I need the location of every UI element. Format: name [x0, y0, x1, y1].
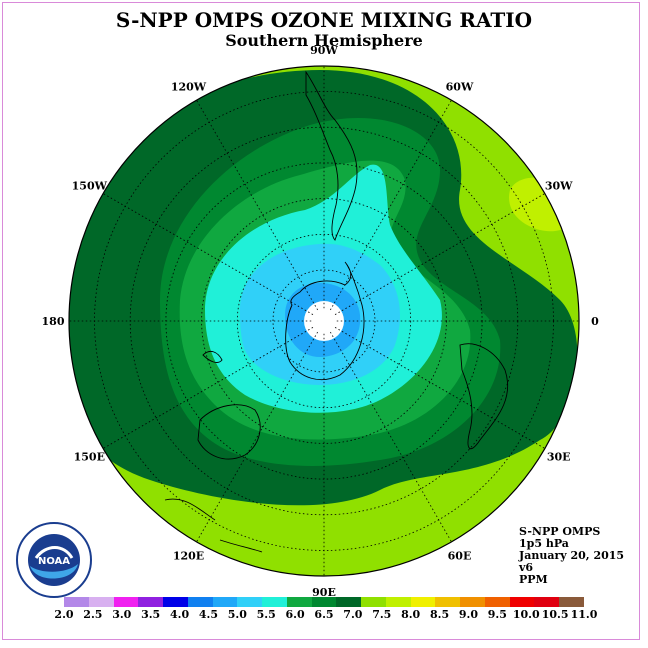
coastline-antarctica: [285, 261, 365, 380]
longitude-label: 60E: [448, 550, 472, 563]
colorbar-tick-label: 11.0: [570, 608, 598, 621]
coastline-south-america: [305, 70, 358, 241]
meridian-line: [334, 193, 546, 315]
colorbar-tick-label: 10.0: [512, 608, 540, 621]
logo-text: NOAA: [38, 556, 70, 567]
coastlines: [164, 70, 509, 553]
longitude-label: 120E: [173, 550, 204, 563]
info-satellite: S-NPP OMPS: [519, 525, 601, 538]
colorbar-tick-label: 8.5: [429, 608, 450, 621]
coastline-indonesia: [164, 498, 263, 553]
map-title: S-NPP OMPS OZONE MIXING RATIO: [115, 8, 533, 32]
colorbar-swatch: [484, 597, 511, 607]
graticule: [69, 66, 579, 576]
colorbar-tick-label: 2.0: [54, 608, 74, 621]
colorbar-swatch: [163, 597, 189, 607]
colorbar-swatch: [361, 597, 387, 607]
colorbar-swatch: [509, 597, 535, 607]
colorbar-tick-label: 9.0: [458, 608, 478, 621]
map-subtitle: Southern Hemisphere: [225, 31, 423, 50]
meridian-line: [330, 331, 452, 543]
colorbar-tick-label: 2.5: [83, 608, 103, 621]
colorbar-tick-label: 5.0: [227, 608, 247, 621]
info-version: v6: [519, 561, 534, 574]
colorbar: [64, 597, 585, 607]
colorbar-swatch: [138, 597, 164, 607]
longitude-label: 150W: [72, 180, 108, 193]
latitude-circle: [236, 233, 412, 409]
colorbar-tick-label: 6.0: [285, 608, 305, 621]
colorbar-tick-label: 9.5: [487, 608, 507, 621]
figure-frame: [2, 2, 640, 640]
longitude-label: 120W: [171, 80, 207, 93]
colorbar-swatch: [286, 597, 313, 607]
meridian-line: [102, 327, 314, 449]
coastline-australia: [197, 404, 261, 460]
colorbar-tick-label: 6.5: [314, 608, 334, 621]
info-date: January 20, 2015: [519, 549, 625, 562]
info-pressure: 1p5 hPa: [519, 537, 569, 550]
colorbar-tick-label: 8.0: [401, 608, 421, 621]
colorbar-swatch: [88, 597, 114, 607]
latitude-circle: [201, 198, 447, 444]
longitude-labels: 90W 60W 30W 0 30E 60E 90E 120E 150E 180 150W 120W: [42, 44, 600, 599]
colorbar-swatch: [460, 597, 486, 607]
longitude-label: 30E: [547, 451, 571, 464]
ozone-field: [69, 66, 579, 576]
coastline-africa: [459, 343, 509, 450]
noaa-logo: NOAA: [16, 522, 92, 598]
longitude-label: 30W: [545, 180, 573, 193]
polar-data-gap: [304, 301, 344, 341]
colorbar-tick-label: 7.0: [343, 608, 363, 621]
map-boundary: [68, 65, 580, 577]
colorbar-swatch: [336, 597, 362, 607]
longitude-label: 90E: [312, 586, 336, 599]
colorbar-swatch: [262, 597, 288, 607]
meridian-line: [102, 193, 314, 315]
longitude-label: 90W: [310, 44, 338, 57]
meridian-line: [334, 327, 546, 449]
meridian-line: [196, 331, 318, 543]
colorbar-tick-label: 3.0: [112, 608, 132, 621]
colorbar-tick-label: 4.0: [169, 608, 190, 621]
latitude-circle: [272, 269, 376, 373]
colorbar-swatch: [559, 597, 585, 607]
longitude-label: 60W: [446, 80, 474, 93]
info-units: PPM: [519, 573, 548, 586]
colorbar-swatch: [410, 597, 436, 607]
meridian-line: [196, 99, 318, 311]
colorbar-swatch: [237, 597, 263, 607]
longitude-label: 180: [42, 315, 65, 328]
longitude-label: 0: [591, 315, 599, 328]
colorbar-swatch: [113, 597, 139, 607]
colorbar-tick-label: 3.5: [141, 608, 161, 621]
colorbar-swatch: [435, 597, 461, 607]
colorbar-tick-label: 7.5: [372, 608, 392, 621]
colorbar-tick-label: 5.5: [256, 608, 276, 621]
colorbar-tick-label: 4.5: [198, 608, 218, 621]
longitude-label: 150E: [74, 451, 105, 464]
colorbar-swatch: [187, 597, 214, 607]
colorbar-swatch: [385, 597, 412, 607]
coastline-new-zealand: [202, 350, 223, 363]
colorbar-swatch: [311, 597, 337, 607]
colorbar-swatch: [534, 597, 560, 607]
colorbar-swatch: [212, 597, 238, 607]
colorbar-swatch: [64, 597, 90, 607]
colorbar-tick-label: 10.5: [541, 608, 569, 621]
